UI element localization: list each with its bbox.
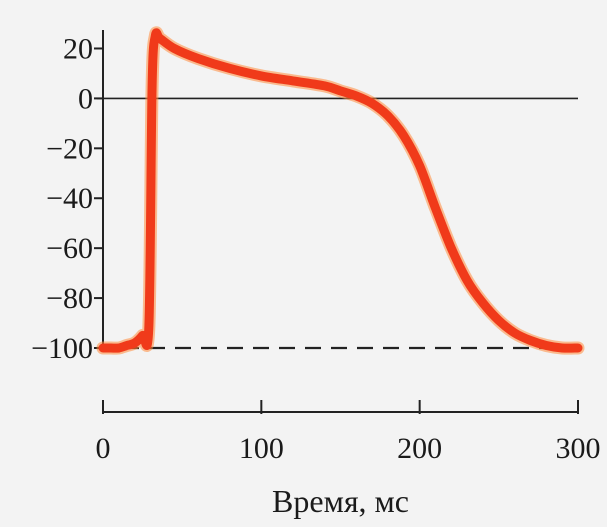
x-tick-label: 300	[556, 432, 601, 465]
y-axis-ticks: 20 0 −20 −40 −60 −80 −100	[31, 32, 103, 365]
x-axis-title: Время, мс	[272, 483, 409, 519]
y-tick-label: −100	[31, 332, 93, 365]
y-tick-label: −80	[46, 282, 93, 315]
y-tick-label: −60	[46, 232, 93, 265]
x-tick-label: 0	[96, 432, 111, 465]
series-line	[98, 28, 583, 353]
series-layer	[96, 26, 585, 355]
x-axis: 0 100 200 300	[96, 400, 601, 465]
y-tick-label: 20	[63, 32, 93, 65]
y-tick-label: −40	[46, 182, 93, 215]
y-tick-label: −20	[46, 132, 93, 165]
y-tick-label: 0	[78, 82, 93, 115]
x-tick-label: 200	[397, 432, 442, 465]
reference-lines	[97, 97, 578, 350]
x-tick-label: 100	[239, 432, 284, 465]
